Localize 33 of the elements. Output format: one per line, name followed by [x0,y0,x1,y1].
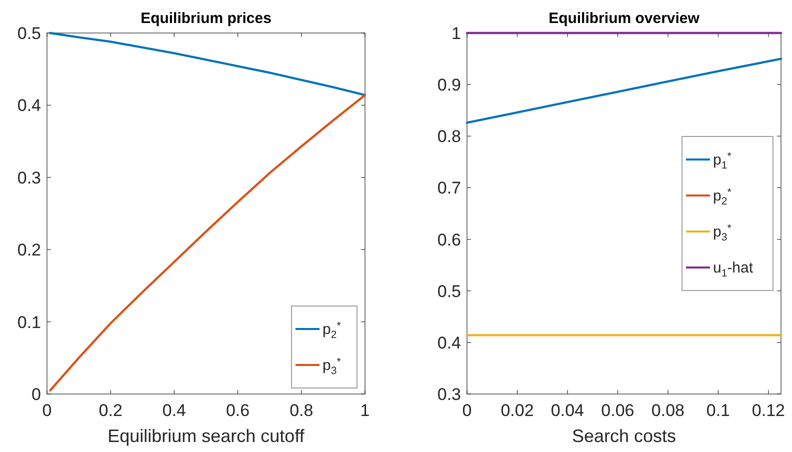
y-tick-label: 0.3 [437,385,461,404]
y-tick-label: 0.2 [17,240,41,260]
y-tick-label: 0.5 [17,24,41,43]
x-tick-label: 0.08 [651,401,685,420]
x-tick-label: 0.4 [162,401,186,420]
y-tick-label: 1 [452,24,461,43]
chart-title: Equilibrium prices [140,10,272,27]
x-axis-title: Search costs [572,426,676,446]
x-tick-label: 0.1 [706,401,730,420]
line-series [49,32,366,96]
x-tick-label: 0.04 [550,401,584,420]
y-tick-label: 0.6 [437,230,461,250]
chart-title: Equilibrium overview [548,10,700,27]
x-tick-label: 0.8 [290,401,314,420]
y-tick-label: 0.9 [437,76,461,95]
x-tick-label: 0.06 [601,401,634,420]
x-tick-label: 0.12 [752,401,785,420]
y-tick-label: 0.8 [437,127,461,146]
y-tick-label: 0 [32,385,41,404]
y-tick-label: 0.4 [17,96,41,116]
x-tick-label: 0.02 [500,401,534,420]
x-axis-title: Equilibrium search cutoff [108,426,306,446]
y-tick-label: 0.7 [437,178,461,198]
y-tick-label: 0.5 [437,282,461,301]
y-tick-label: 0.4 [437,333,461,352]
x-tick-label: 0.6 [226,401,250,420]
line-series [49,94,366,392]
y-tick-label: 0.1 [17,312,41,332]
legend-label: u$_{1}$-hat [713,260,754,280]
line-series [466,58,782,124]
x-tick-label: 0.2 [98,401,122,420]
y-tick-label: 0.3 [17,168,41,188]
x-tick-label: 1 [360,401,370,420]
